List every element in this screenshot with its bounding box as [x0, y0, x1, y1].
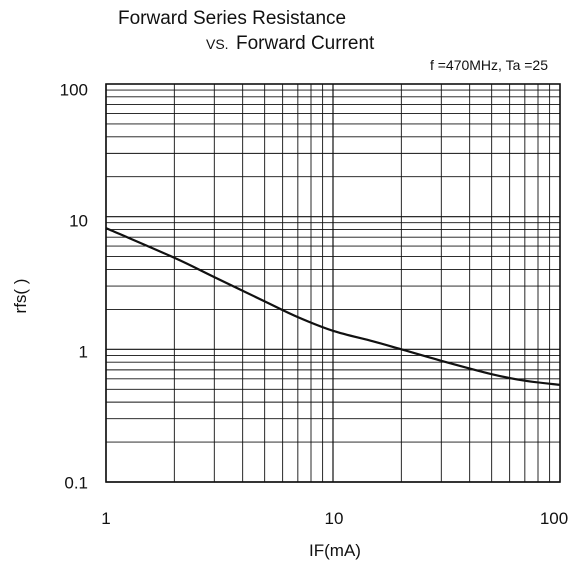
plot-frame: [105, 83, 561, 483]
y-axis-label: rfs( ): [11, 279, 30, 314]
chart-subtitle: Forward Current: [236, 33, 375, 54]
y-tick-10: 10: [69, 211, 88, 230]
chart-title: Forward Series Resistance: [118, 8, 346, 29]
y-tick-100: 100: [60, 80, 88, 99]
x-tick-100: 100: [540, 509, 568, 528]
grid: [105, 83, 561, 483]
x-tick-10: 10: [325, 509, 344, 528]
y-tick-0-1: 0.1: [64, 473, 88, 492]
chart-subtitle-prefix: VS.: [206, 36, 229, 52]
x-tick-1: 1: [101, 509, 110, 528]
x-axis-label: IF(mA): [309, 541, 361, 560]
series-line-0: [105, 227, 561, 386]
series-layer: [105, 227, 561, 386]
chart-condition: f =470MHz, Ta =25: [430, 57, 548, 73]
y-tick-1: 1: [79, 342, 88, 361]
